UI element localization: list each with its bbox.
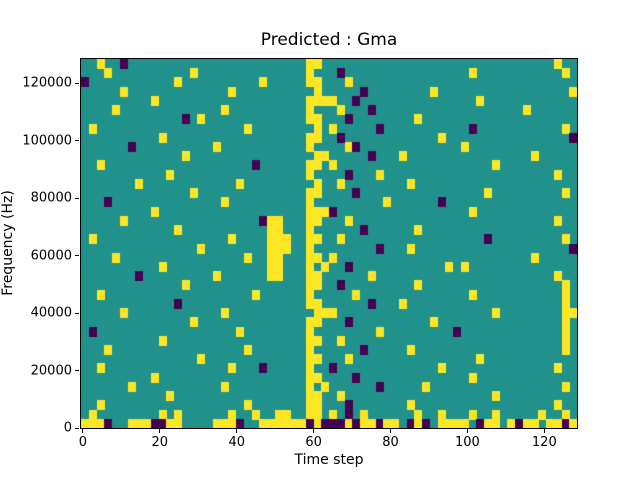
y-tick-mark bbox=[75, 82, 79, 84]
heatmap-canvas bbox=[81, 59, 577, 428]
x-tick-mark bbox=[159, 429, 161, 433]
y-tick-label: 0 bbox=[63, 420, 72, 436]
x-axis-label: Time step bbox=[294, 452, 364, 468]
y-tick-mark bbox=[75, 255, 79, 257]
y-tick-label: 40000 bbox=[30, 305, 72, 321]
x-tick-label: 40 bbox=[228, 435, 245, 450]
x-tick-mark bbox=[390, 429, 392, 433]
x-tick-label: 100 bbox=[454, 435, 480, 450]
x-tick-label: 120 bbox=[531, 435, 557, 450]
x-tick-label: 0 bbox=[78, 435, 88, 450]
y-axis-label: Frequency (Hz) bbox=[0, 190, 16, 296]
chart-title: Predicted : Gma bbox=[260, 30, 398, 50]
y-tick-label: 120000 bbox=[22, 75, 72, 91]
x-tick-mark bbox=[82, 429, 84, 433]
x-tick-mark bbox=[543, 429, 545, 433]
y-tick-mark bbox=[75, 197, 79, 199]
x-tick-label: 80 bbox=[382, 435, 399, 450]
y-tick-label: 60000 bbox=[30, 248, 72, 264]
y-tick-mark bbox=[75, 370, 79, 372]
x-tick-label: 60 bbox=[305, 435, 322, 450]
y-tick-mark bbox=[75, 140, 79, 142]
y-tick-label: 80000 bbox=[30, 190, 72, 206]
x-tick-label: 20 bbox=[151, 435, 169, 450]
y-tick-label: 100000 bbox=[22, 133, 72, 149]
plot-area bbox=[80, 58, 578, 429]
x-tick-mark bbox=[313, 429, 315, 433]
y-tick-label: 20000 bbox=[30, 363, 72, 379]
y-tick-mark bbox=[75, 312, 79, 314]
y-tick-mark bbox=[75, 427, 79, 429]
x-tick-mark bbox=[236, 429, 238, 433]
x-tick-mark bbox=[466, 429, 468, 433]
